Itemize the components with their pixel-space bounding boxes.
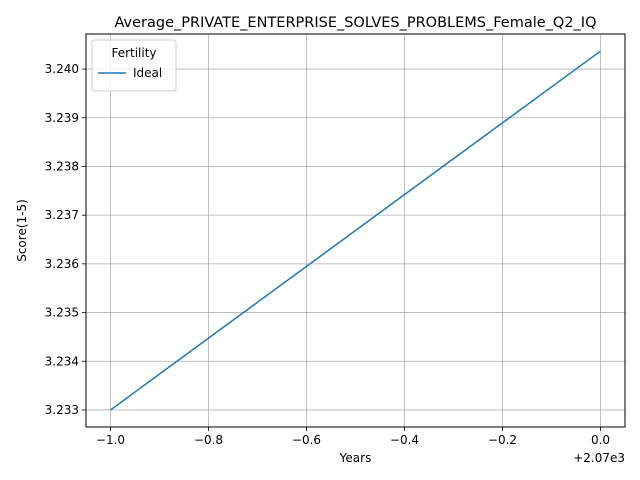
x-axis: −1.0 −0.8 −0.6 −0.4 −0.2 0.0: [96, 427, 610, 447]
y-tick-label: 3.236: [45, 257, 79, 271]
x-axis-offset-label: +2.07e3: [573, 451, 625, 465]
x-tick-label: −0.8: [194, 433, 223, 447]
y-tick-label: 3.239: [45, 111, 79, 125]
x-tick-label: −0.2: [488, 433, 517, 447]
chart-title: Average_PRIVATE_ENTERPRISE_SOLVES_PROBLE…: [114, 15, 596, 31]
y-tick-label: 3.238: [45, 159, 79, 173]
legend-label: Ideal: [133, 66, 162, 80]
y-tick-label: 3.233: [45, 403, 79, 417]
legend-entries: Ideal: [98, 66, 162, 80]
x-tick-label: −1.0: [96, 433, 125, 447]
y-tick-label: 3.234: [45, 354, 79, 368]
legend-box: [91, 39, 177, 92]
y-tick-label: 3.240: [45, 62, 79, 76]
x-axis-label: Years: [339, 451, 372, 465]
y-axis-label: Score(1-5): [15, 199, 29, 262]
series-layer: [110, 50, 601, 411]
legend: Fertility Ideal: [91, 39, 177, 92]
x-tick-label: −0.6: [292, 433, 321, 447]
y-axis: 3.233 3.234 3.235 3.236 3.237 3.238 3.239 3.240: [45, 62, 86, 417]
legend-title: Fertility: [111, 46, 156, 60]
y-tick-label: 3.237: [45, 208, 79, 222]
x-tick-label: 0.0: [591, 433, 610, 447]
series-line: [110, 50, 601, 411]
y-tick-label: 3.235: [45, 306, 79, 320]
x-tick-label: −0.4: [390, 433, 419, 447]
plot-frame: [85, 33, 626, 428]
